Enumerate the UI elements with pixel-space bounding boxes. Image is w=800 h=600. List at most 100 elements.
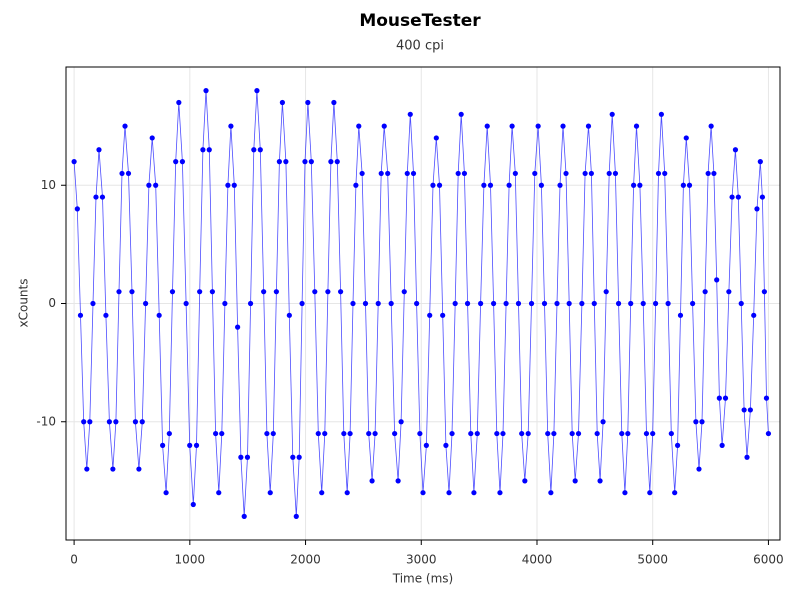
point (113, 419, 119, 425)
point (149, 135, 155, 141)
point (461, 170, 468, 177)
point (244, 454, 251, 460)
point (209, 289, 215, 295)
point (283, 159, 289, 165)
point (81, 419, 87, 425)
point (173, 159, 179, 165)
point (665, 300, 671, 307)
point (588, 170, 594, 177)
point (655, 170, 662, 177)
point (420, 490, 426, 496)
point (622, 490, 628, 496)
point (116, 289, 122, 295)
point (139, 419, 145, 425)
point (273, 289, 279, 295)
point (305, 99, 311, 106)
point (395, 478, 401, 484)
point (741, 407, 747, 413)
point (464, 300, 471, 307)
point (732, 147, 739, 153)
point (293, 513, 299, 519)
point (738, 300, 744, 307)
point (716, 395, 722, 401)
point (176, 99, 182, 106)
point (261, 289, 267, 295)
point (714, 277, 720, 283)
point (315, 430, 321, 437)
x-tick-label: 5000 (637, 553, 668, 567)
point (341, 430, 347, 437)
point (690, 300, 696, 307)
point (719, 442, 725, 448)
point (759, 194, 766, 200)
point (200, 147, 206, 153)
point (686, 182, 693, 188)
point (446, 490, 452, 496)
x-tick-label: 0 (70, 553, 78, 567)
point (347, 430, 353, 437)
x-tick-label: 6000 (753, 553, 784, 567)
point (683, 135, 689, 141)
point (765, 430, 772, 437)
y-tick-label: -10 (36, 414, 56, 428)
point (468, 430, 474, 437)
x-axis-label: Time (ms) (392, 572, 454, 586)
point (96, 147, 102, 153)
y-axis-label: xCounts (17, 279, 31, 328)
point (729, 194, 735, 200)
point (554, 300, 560, 307)
point (705, 170, 711, 177)
point (110, 466, 116, 472)
point (761, 289, 767, 295)
point (535, 123, 541, 129)
point (328, 159, 334, 165)
point (672, 490, 678, 496)
point (369, 478, 375, 484)
point (569, 430, 575, 437)
point (322, 430, 328, 437)
point (585, 123, 592, 129)
point (757, 159, 763, 165)
chart-subtitle: 400 cpi (396, 39, 444, 54)
point (525, 430, 531, 437)
point (93, 194, 99, 200)
x-tick-label: 3000 (406, 553, 437, 567)
point (471, 490, 477, 496)
point (187, 442, 193, 448)
point (203, 88, 209, 94)
y-tick-label: 0 (48, 296, 56, 310)
point (222, 300, 228, 307)
point (478, 300, 484, 307)
point (206, 147, 212, 153)
point (166, 430, 172, 437)
point (179, 159, 186, 165)
point (129, 289, 135, 295)
point (563, 170, 569, 177)
point (90, 300, 96, 307)
point (735, 194, 741, 200)
point (385, 170, 391, 177)
point (693, 419, 699, 425)
point (500, 430, 506, 437)
point (606, 170, 612, 177)
point (398, 419, 404, 425)
point (238, 454, 244, 460)
point (763, 395, 770, 401)
point (106, 419, 112, 425)
point (143, 300, 149, 307)
point (452, 300, 458, 307)
point (643, 430, 650, 437)
point (296, 454, 302, 460)
point (538, 182, 544, 188)
point (612, 170, 619, 177)
point (197, 289, 203, 295)
point (132, 419, 139, 425)
point (647, 490, 653, 496)
point (213, 430, 219, 437)
point (267, 490, 273, 496)
point (356, 123, 362, 129)
point (566, 300, 572, 307)
point (193, 442, 200, 448)
point (378, 170, 384, 177)
point (417, 430, 423, 437)
